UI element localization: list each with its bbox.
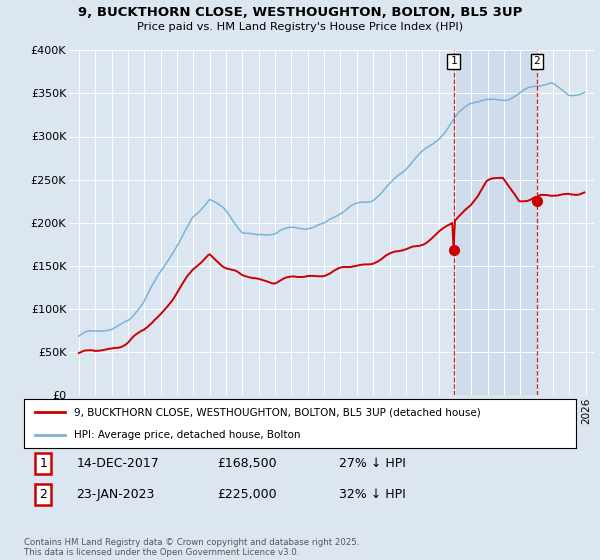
Text: 32% ↓ HPI: 32% ↓ HPI [338,488,406,501]
Text: HPI: Average price, detached house, Bolton: HPI: Average price, detached house, Bolt… [74,430,300,440]
Text: 2: 2 [40,488,47,501]
Bar [454,50,537,395]
Text: 9, BUCKTHORN CLOSE, WESTHOUGHTON, BOLTON, BL5 3UP: 9, BUCKTHORN CLOSE, WESTHOUGHTON, BOLTON… [78,6,522,18]
Text: 9, BUCKTHORN CLOSE, WESTHOUGHTON, BOLTON, BL5 3UP (detached house): 9, BUCKTHORN CLOSE, WESTHOUGHTON, BOLTON… [74,407,481,417]
Text: Contains HM Land Registry data © Crown copyright and database right 2025.
This d: Contains HM Land Registry data © Crown c… [24,538,359,557]
Text: 2: 2 [533,57,540,67]
Text: 1: 1 [40,457,47,470]
Text: 1: 1 [450,57,457,67]
Text: 27% ↓ HPI: 27% ↓ HPI [338,457,406,470]
Text: £225,000: £225,000 [217,488,277,501]
Text: £168,500: £168,500 [217,457,277,470]
Text: 14-DEC-2017: 14-DEC-2017 [76,457,159,470]
Text: 23-JAN-2023: 23-JAN-2023 [76,488,155,501]
Text: Price paid vs. HM Land Registry's House Price Index (HPI): Price paid vs. HM Land Registry's House … [137,22,463,32]
